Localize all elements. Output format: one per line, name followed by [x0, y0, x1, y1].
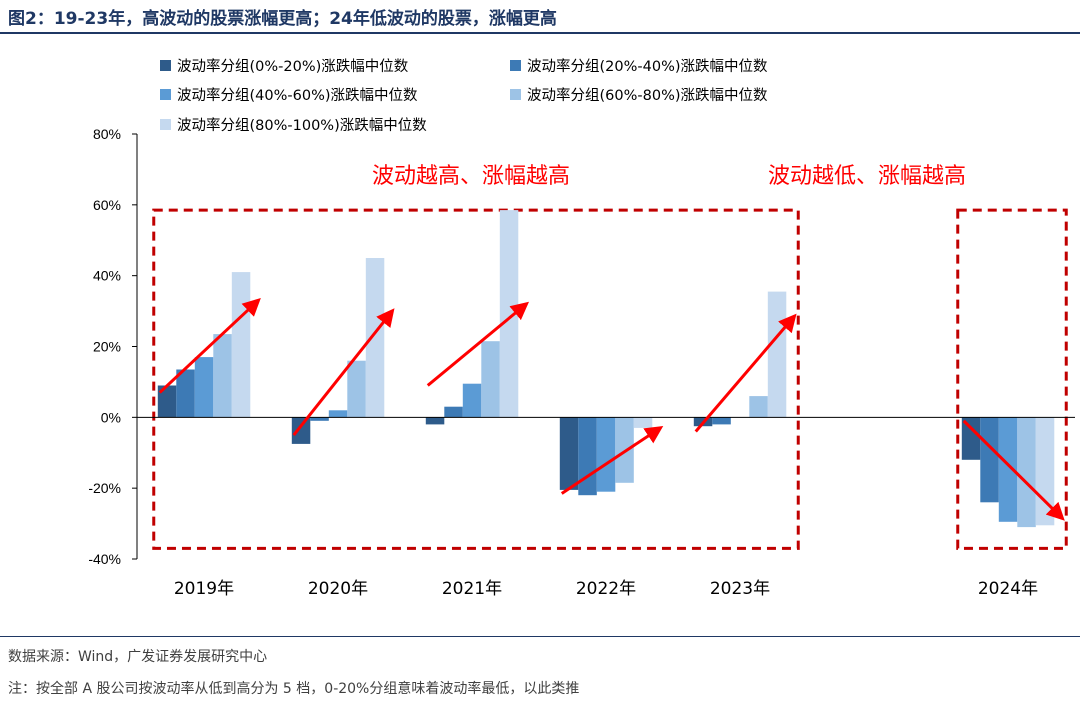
highlight-box-1	[152, 208, 800, 550]
source-note: 数据来源：Wind，广发证券发展研究中心	[8, 649, 268, 665]
legend-swatch-3	[160, 89, 171, 100]
chart-title: 图2：19-23年，高波动的股票涨幅更高；24年低波动的股票，涨幅更高	[8, 9, 557, 29]
y-tick-label: 40%	[93, 268, 121, 284]
legend-swatch-1	[160, 60, 171, 71]
bar-s3-c2	[328, 410, 348, 418]
bar-s2-c5	[712, 417, 731, 425]
y-axis: 80% 60% 40% 20% 0% -20% -40%	[88, 126, 138, 567]
x-tick-label: 2020年	[308, 579, 368, 599]
x-tick-label: 2019年	[174, 579, 234, 599]
bar-s2-c3	[444, 406, 463, 418]
x-tick-label: 2024年	[978, 579, 1038, 599]
bar-s3-c3	[462, 383, 482, 418]
bar-s5-c1	[231, 272, 251, 418]
bar-s2-c7	[980, 417, 999, 503]
bar-s2-c2	[310, 417, 329, 421]
legend-swatch-4	[510, 89, 521, 100]
bar-s4-c5	[749, 396, 768, 418]
bar-s5-c3	[499, 210, 519, 418]
trend-arrow-4	[560, 425, 664, 495]
bar-s1-c3	[425, 417, 445, 425]
y-tick-label: 20%	[93, 339, 121, 355]
trend-arrow-5	[694, 313, 797, 433]
bar-s3-c7	[998, 417, 1018, 522]
bar-s3-c4	[596, 417, 616, 492]
annotation-2: 波动越低、涨幅越高	[768, 164, 966, 189]
bar-s1-c4	[559, 417, 579, 490]
bar-s2-c4	[578, 417, 597, 496]
legend: 波动率分组(0%-20%)涨跌幅中位数 波动率分组(20%-40%)涨跌幅中位数波…	[160, 58, 768, 134]
annotations: 波动越高、涨幅越高 波动越低、涨幅越高	[372, 164, 966, 189]
bar-s1-c1	[157, 385, 177, 418]
legend-swatch-5	[160, 119, 171, 130]
footnote: 注：按全部 A 股公司按波动率从低到高分为 5 档，0-20%分组意味着波动率最…	[8, 681, 580, 697]
bar-s4-c2	[347, 360, 366, 418]
legend-label-5: 波动率分组(80%-100%)涨跌幅中位数	[177, 117, 427, 134]
bar-s4-c3	[481, 341, 500, 418]
bar-s2-c1	[176, 369, 195, 418]
x-axis: 2019年 2020年 2021年 2022年 2023年 2024年	[137, 416, 1075, 599]
footer-rule	[0, 636, 1080, 637]
trend-arrow-2	[292, 308, 395, 436]
trend-arrow-6	[962, 419, 1065, 521]
legend-label-3: 波动率分组(40%-60%)涨跌幅中位数	[177, 87, 418, 104]
legend-label-4: 波动率分组(60%-80%)涨跌幅中位数	[527, 87, 768, 104]
y-tick-label: 80%	[93, 126, 121, 142]
title-underline	[0, 32, 1080, 34]
legend-label-1: 波动率分组(0%-20%)涨跌幅中位数	[177, 58, 409, 75]
trend-arrow-3	[426, 301, 530, 387]
highlight-boxes	[152, 208, 1068, 550]
highlight-box-2	[956, 208, 1068, 550]
y-tick-label: -40%	[88, 551, 121, 567]
bar-s1-c2	[291, 417, 311, 444]
bar-s4-c7	[1017, 417, 1036, 528]
bar-s1-c7	[961, 417, 981, 460]
annotation-1: 波动越高、涨幅越高	[372, 164, 570, 189]
trend-arrows	[158, 297, 1065, 521]
bar-s5-c2	[365, 258, 385, 418]
legend-label-2: 波动率分组(20%-40%)涨跌幅中位数	[527, 58, 768, 75]
x-tick-label: 2023年	[710, 579, 770, 599]
y-tick-label: 0%	[101, 409, 121, 425]
x-tick-label: 2021年	[442, 579, 502, 599]
legend-swatch-2	[510, 60, 521, 71]
bars	[157, 210, 1055, 528]
trend-arrow-1	[158, 297, 261, 394]
bar-s4-c1	[213, 334, 232, 418]
bar-s3-c1	[194, 357, 214, 418]
y-tick-label: -20%	[88, 480, 121, 496]
bar-chart: 波动率分组(0%-20%)涨跌幅中位数 波动率分组(20%-40%)涨跌幅中位数波…	[88, 58, 1075, 599]
x-tick-label: 2022年	[576, 579, 636, 599]
y-tick-label: 60%	[93, 197, 121, 213]
bar-s5-c4	[633, 417, 653, 428]
bar-s5-c5	[767, 291, 787, 418]
